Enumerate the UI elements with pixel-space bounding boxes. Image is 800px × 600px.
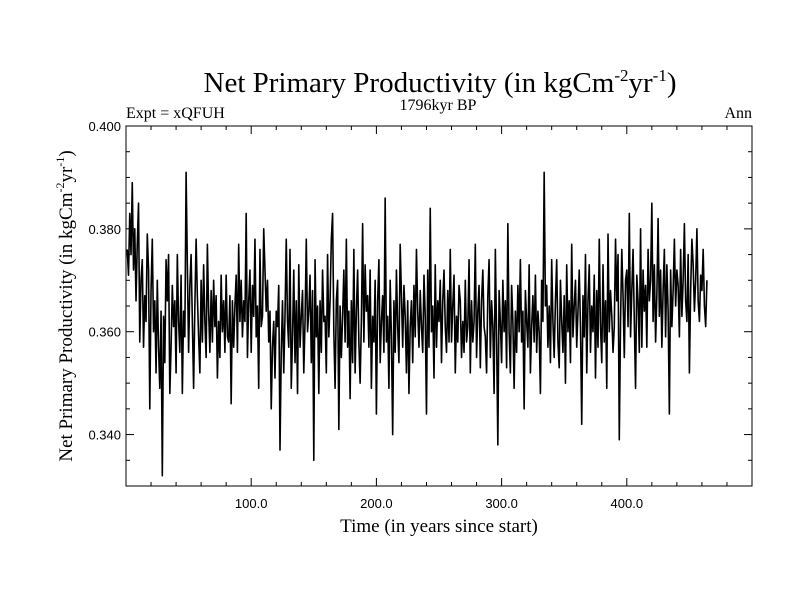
chart-title-end: ) — [667, 67, 677, 99]
y-tick-label: 0.400 — [88, 119, 121, 134]
y-tick-label: 0.360 — [88, 325, 121, 340]
x-tick-label: 100.0 — [235, 496, 268, 511]
chart-title-mid: yr — [628, 67, 653, 99]
subtitle-right: Ann — [724, 105, 752, 122]
y-axis-label-end: ) — [56, 150, 77, 156]
x-tick-label: 200.0 — [360, 496, 393, 511]
y-axis-label-main: Net Primary Productivity (in kgCm — [56, 192, 77, 461]
y-tick-label: 0.340 — [88, 428, 121, 443]
y-tick-label: 0.380 — [88, 222, 121, 237]
axis-ticks — [126, 125, 752, 486]
y-axis-label-sup2: -1 — [53, 157, 67, 167]
chart-title: Net Primary Productivity (in kgCm-2yr-1) — [204, 66, 677, 99]
series-line — [126, 171, 708, 477]
subtitle-center: 1796kyr BP — [400, 97, 477, 114]
y-axis-label-mid: yr — [56, 166, 77, 183]
x-tick-label: 400.0 — [611, 496, 644, 511]
y-axis-label-sup1: -2 — [53, 183, 67, 193]
series-group — [126, 171, 708, 477]
y-axis-label: Net Primary Productivity (in kgCm-2yr-1) — [53, 150, 77, 461]
x-tick-label: 300.0 — [485, 496, 518, 511]
axis-tick-labels: 100.0 200.0 300.0 400.0 0.340 0.360 0.380 0.400 — [88, 119, 643, 511]
chart-title-main: Net Primary Productivity (in kgCm — [204, 67, 615, 99]
x-axis-label: Time (in years since start) — [340, 516, 538, 537]
chart-title-sup2: -1 — [653, 66, 667, 85]
plot-frame — [125, 125, 753, 487]
subtitle-left: Expt = xQFUH — [126, 105, 225, 122]
chart-title-sup1: -2 — [614, 66, 628, 85]
